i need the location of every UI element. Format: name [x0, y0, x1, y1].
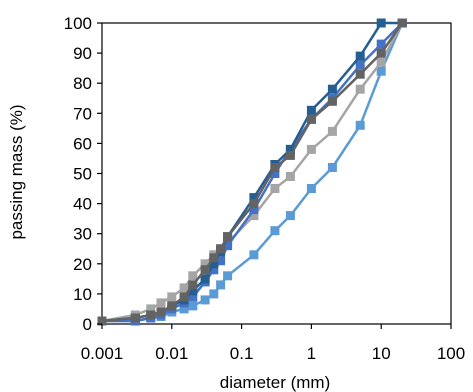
series-4-point [249, 193, 259, 203]
series-3-point [188, 292, 198, 302]
y-tick-label: 10 [73, 285, 92, 304]
series-4-point [306, 105, 316, 115]
series-3-point [355, 60, 365, 70]
y-tick-label: 30 [73, 225, 92, 244]
series-5-point [249, 199, 259, 209]
series-5-point [130, 313, 140, 323]
y-tick-label: 100 [64, 14, 92, 33]
series-2-point [355, 84, 365, 94]
series-5-point [285, 150, 295, 160]
series-3-point [376, 39, 386, 49]
y-tick-label: 20 [73, 255, 92, 274]
series-4-point [376, 18, 386, 28]
x-tick-label: 0.01 [155, 344, 188, 363]
series-5-point [306, 114, 316, 124]
x-tick-label: 0.1 [230, 344, 254, 363]
series-5-point [376, 48, 386, 58]
series-2-point [249, 211, 259, 221]
series-1-point [223, 271, 233, 281]
series-2-point [156, 298, 166, 308]
series-1-point [270, 226, 280, 236]
series-1-point [285, 211, 295, 221]
series-1-point [200, 295, 210, 305]
series-1-point [179, 304, 189, 314]
series-5-point [397, 18, 407, 28]
series-5-point [355, 69, 365, 79]
series-layer [97, 18, 407, 326]
series-5-point [209, 253, 219, 263]
series-2-point [146, 304, 156, 314]
series-4-point [200, 274, 210, 284]
series-5-point [216, 244, 226, 254]
series-2-point [327, 126, 337, 136]
series-2-point [306, 144, 316, 154]
series-3-point [216, 256, 226, 266]
series-5-point [179, 292, 189, 302]
y-tick-label: 80 [73, 74, 92, 93]
series-1-point [306, 184, 316, 193]
series-1-point [216, 280, 226, 290]
series-2-point [285, 172, 295, 181]
series-4-point [188, 286, 198, 296]
series-5-point [200, 265, 210, 275]
x-axis-title: diameter (mm) [220, 373, 331, 392]
series-3-point [270, 169, 280, 178]
x-tick-label: 0.001 [81, 344, 124, 363]
series-3-point [223, 241, 233, 251]
series-5-point [146, 310, 156, 320]
series-5-point [223, 232, 233, 242]
series-5-point [156, 307, 166, 317]
series-2-point [188, 271, 198, 281]
series-3-point [249, 205, 259, 215]
series-5-point [327, 96, 337, 106]
series-4-point [327, 84, 337, 94]
series-1-point [355, 120, 365, 130]
y-tick-label: 40 [73, 195, 92, 214]
y-tick-label: 90 [73, 44, 92, 63]
series-2-point [270, 184, 280, 193]
series-1-point [188, 301, 198, 311]
series-2-point [179, 283, 189, 293]
series-5-point [270, 163, 280, 172]
axes: 0 10 20 30 40 50 60 70 80 90 100 0.001 0.01 0.1 1 10 100 [64, 14, 466, 363]
y-tick-label: 50 [73, 165, 92, 184]
y-tick-label: 0 [83, 315, 92, 334]
series-4-point [355, 51, 365, 61]
y-tick-label: 70 [73, 104, 92, 123]
series-5-point [188, 280, 198, 290]
series-5-point [97, 316, 107, 326]
series-2-point [376, 57, 386, 67]
series-3-point [209, 265, 219, 275]
series-4-point [285, 144, 295, 154]
x-tick-label: 1 [307, 344, 316, 363]
series-1-point [209, 289, 219, 299]
series-2-point [200, 259, 210, 269]
series-2-point [167, 292, 177, 302]
series-4-point [209, 259, 219, 269]
series-5-point [167, 301, 177, 311]
series-1-point [376, 66, 386, 76]
series-1-point [327, 163, 337, 172]
y-tick-label: 60 [73, 134, 92, 153]
series-1-point [249, 250, 259, 260]
x-tick-label: 100 [437, 344, 465, 363]
x-tick-label: 10 [372, 344, 391, 363]
y-axis-title: passing mass (%) [7, 104, 26, 239]
